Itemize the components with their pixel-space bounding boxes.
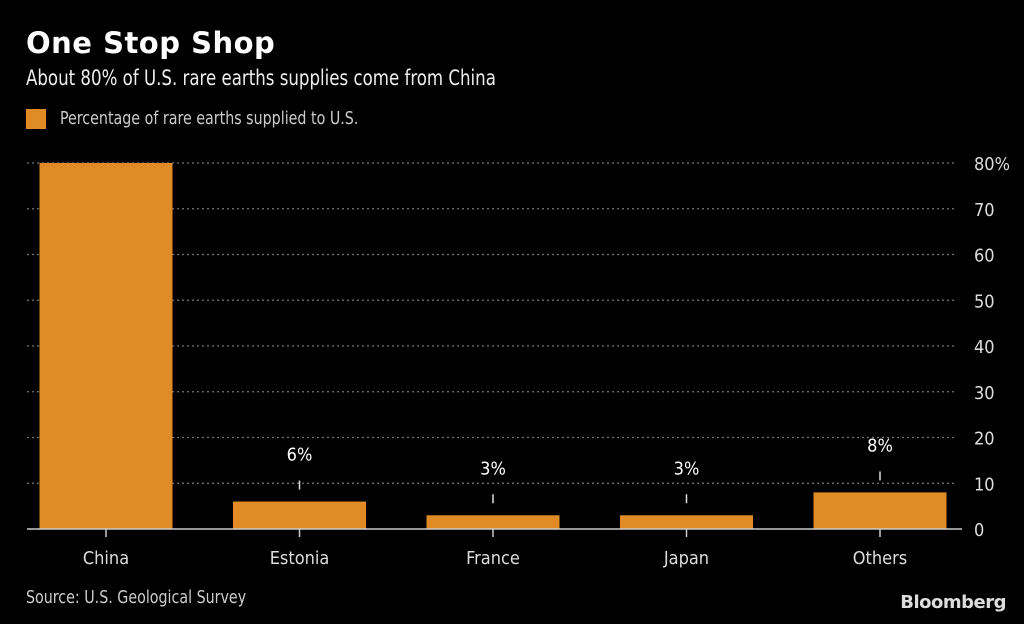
y-tick-label: 0	[974, 520, 984, 541]
y-tick-label: 70	[974, 200, 995, 221]
y-tick-label: 20	[974, 429, 995, 450]
x-tick-label: Estonia	[270, 548, 330, 569]
y-tick-label: 60	[974, 246, 995, 267]
source-note: Source: U.S. Geological Survey	[26, 587, 247, 608]
x-tick-label: Japan	[663, 548, 709, 569]
legend-label: Percentage of rare earths supplied to U.…	[60, 108, 359, 129]
bar	[426, 515, 560, 529]
y-tick-label: 80%	[974, 154, 1010, 175]
bar	[813, 492, 947, 529]
chart-title: One Stop Shop	[26, 26, 276, 60]
data-label: 3%	[480, 458, 506, 479]
bar	[620, 515, 753, 529]
x-tick-label: China	[83, 548, 129, 569]
data-label: 8%	[867, 435, 893, 456]
y-tick-label: 40	[974, 337, 995, 358]
data-label: 3%	[674, 458, 700, 479]
y-tick-label: 10	[974, 474, 995, 495]
y-tick-label: 50	[974, 291, 995, 312]
bloomberg-logo: Bloomberg	[900, 592, 1006, 613]
chart-subtitle: About 80% of U.S. rare earths supplies c…	[26, 66, 496, 90]
y-tick-label: 30	[974, 383, 995, 404]
bar	[39, 163, 173, 529]
x-tick-label: France	[466, 548, 520, 569]
legend: Percentage of rare earths supplied to U.…	[26, 108, 399, 129]
x-tick-label: Others	[853, 548, 907, 569]
legend-swatch	[26, 108, 46, 129]
data-label: 6%	[287, 445, 313, 466]
bar	[233, 501, 366, 529]
